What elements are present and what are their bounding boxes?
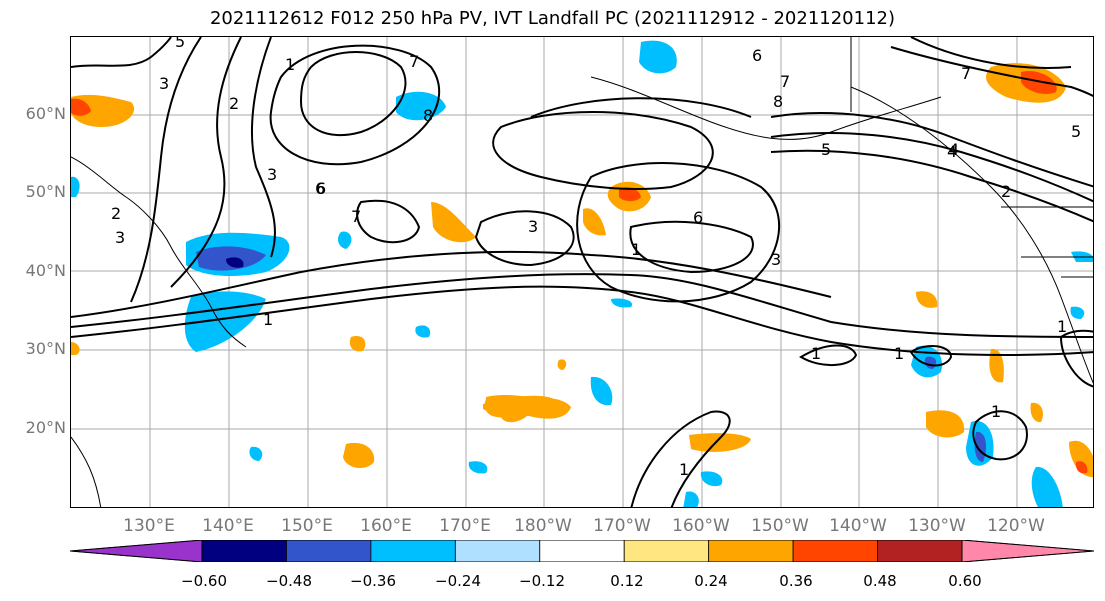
contour-label: 7 <box>409 52 419 71</box>
contour-label: 3 <box>159 74 169 93</box>
colorbar-frame <box>201 540 963 562</box>
lon-label: 160°E <box>360 516 412 536</box>
contour-label: 1 <box>811 344 821 363</box>
colorbar-segment <box>370 540 456 562</box>
lon-label: 180°W <box>514 516 572 536</box>
lat-label: 30°N <box>25 339 66 358</box>
contour-label: 7 <box>351 207 361 226</box>
contour-label: 1 <box>894 344 904 363</box>
map-svg: 5 1 3 2 7 6 3 2 3 8 6 7 8 5 4 2 3 7 6 1 … <box>71 37 1093 507</box>
colorbar-tick: −0.36 <box>350 572 396 590</box>
contour-label: 2 <box>229 94 239 113</box>
colorbar-tick: −0.60 <box>181 572 227 590</box>
contour-label: 4 <box>947 142 957 161</box>
colorbar-tick: 0.48 <box>863 572 897 590</box>
contour-label: 1 <box>263 310 273 329</box>
contour-label: 2 <box>111 204 121 223</box>
lon-label: 120°W <box>987 516 1045 536</box>
colorbar-tick: 0.36 <box>779 572 813 590</box>
colorbar-tick: −0.24 <box>435 572 481 590</box>
contour-labels: 5 1 3 2 7 6 3 2 3 8 6 7 8 5 4 2 3 7 6 1 … <box>111 37 1081 479</box>
contour-label: 3 <box>771 250 781 269</box>
colorbar-tick: 0.12 <box>610 572 644 590</box>
colorbar-segment <box>877 540 963 562</box>
contour-label: 3 <box>115 228 125 247</box>
contour-label: 6 <box>693 208 703 227</box>
contour-label: 1 <box>1057 317 1067 336</box>
lon-label: 160°W <box>672 516 730 536</box>
colorbar-segment <box>792 540 878 562</box>
contour-label: 8 <box>773 92 783 111</box>
lat-label: 20°N <box>25 418 66 437</box>
map-title: 2021112612 F012 250 hPa PV, IVT Landfall… <box>209 8 896 29</box>
lon-label: 170°E <box>439 516 491 536</box>
contour-label: 6 <box>752 46 762 65</box>
lon-label: 150°E <box>281 516 333 536</box>
lon-label: 140°E <box>202 516 254 536</box>
colorbar-right-extension <box>961 540 1094 562</box>
lon-label: 130°W <box>908 516 966 536</box>
contour-label: 5 <box>821 140 831 159</box>
contour-label: 7 <box>780 72 790 91</box>
contour-label: 8 <box>423 106 433 125</box>
lon-label: 170°W <box>593 516 651 536</box>
colorbar-segment <box>623 540 710 562</box>
colorbar-segment <box>286 540 372 562</box>
contour-label: 1 <box>991 402 1001 421</box>
colorbar-tick: 0.60 <box>948 572 982 590</box>
contour-label: 1 <box>679 460 689 479</box>
colorbar-segment <box>708 540 794 562</box>
colorbar-tick: −0.48 <box>266 572 312 590</box>
lat-label: 40°N <box>25 261 66 280</box>
pv-contours <box>71 37 1093 507</box>
contour-label: 2 <box>1001 182 1011 201</box>
colorbar-segment <box>201 540 287 562</box>
lat-label: 50°N <box>25 182 66 201</box>
contour-label: 4 <box>949 140 959 159</box>
colorbar-left-extension <box>70 540 203 562</box>
colorbar-tick: −0.12 <box>519 572 565 590</box>
lat-label: 60°N <box>25 104 66 123</box>
contour-label: 1 <box>285 55 295 74</box>
contour-label: 6 <box>316 179 326 198</box>
colorbar-tick: 0.24 <box>694 572 728 590</box>
map-panel: 5 1 3 2 7 6 3 2 3 8 6 7 8 5 4 2 3 7 6 1 … <box>70 36 1094 508</box>
contour-label: 7 <box>961 64 971 83</box>
contour-label: 6 <box>315 179 325 198</box>
contour-label: 3 <box>267 165 277 184</box>
contour-label: 3 <box>528 217 538 236</box>
contour-label: 1 <box>631 240 641 259</box>
colorbar-segment <box>539 540 625 562</box>
lon-label: 140°W <box>829 516 887 536</box>
colorbar <box>70 540 1094 562</box>
lon-label: 130°E <box>123 516 175 536</box>
lon-label: 150°W <box>751 516 809 536</box>
contour-label: 5 <box>1071 122 1081 141</box>
contour-label: 5 <box>175 37 185 51</box>
colorbar-segment <box>454 540 541 562</box>
